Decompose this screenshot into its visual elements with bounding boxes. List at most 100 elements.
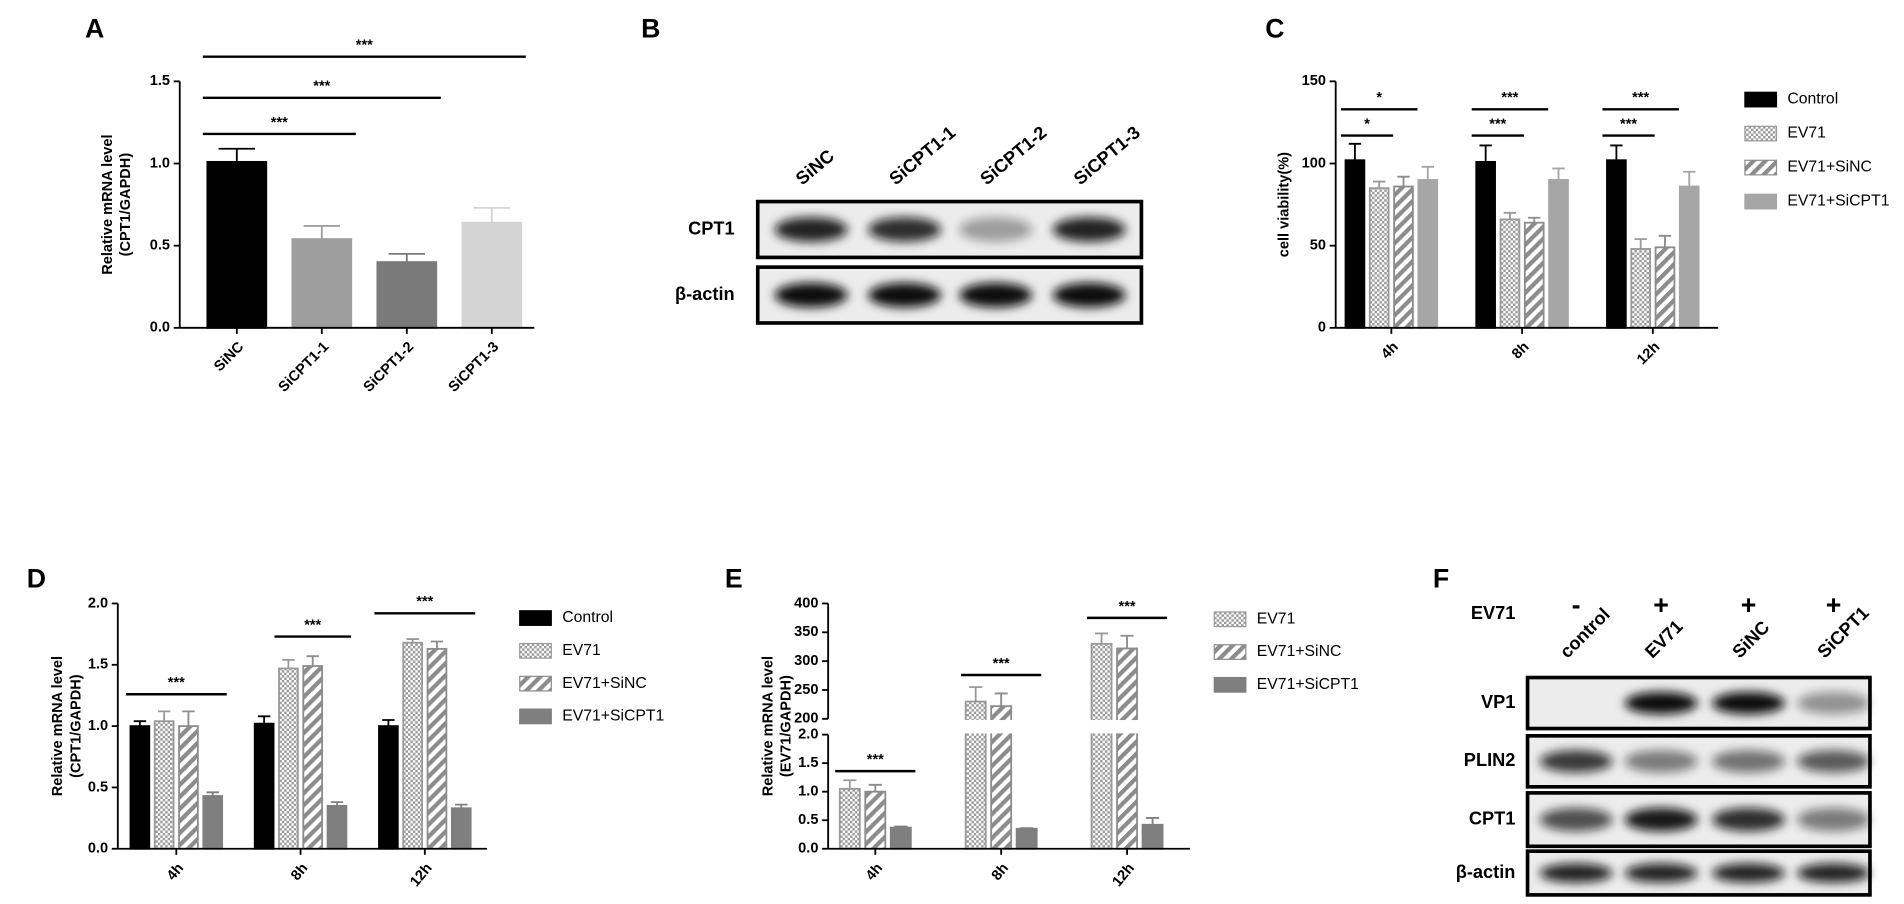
significance-label: *** bbox=[1501, 90, 1518, 106]
error-bar bbox=[282, 658, 295, 669]
significance-label: *** bbox=[1620, 116, 1637, 132]
treatment-sign: + bbox=[1653, 590, 1669, 620]
significance-label: *** bbox=[993, 656, 1010, 672]
error-bar bbox=[1373, 180, 1386, 189]
legend-swatch bbox=[1213, 676, 1247, 693]
blot-band bbox=[1797, 863, 1870, 883]
error-bar bbox=[1348, 142, 1362, 161]
error-bar bbox=[257, 715, 271, 724]
blot-band bbox=[959, 217, 1033, 242]
y-tick-label: 250 bbox=[794, 682, 818, 698]
x-tick-label: 4h bbox=[863, 861, 886, 884]
legend-label: EV71 bbox=[1787, 125, 1826, 142]
error-bar bbox=[1120, 634, 1134, 649]
bar bbox=[426, 647, 448, 850]
legend-label: EV71+SiCPT1 bbox=[562, 708, 664, 725]
x-tick-label: 8h bbox=[288, 861, 311, 884]
bar bbox=[1417, 179, 1439, 329]
y-tick-label: 400 bbox=[794, 595, 818, 611]
significance-label: * bbox=[1364, 116, 1370, 132]
y-axis-title: (CPT1/GAPDH) bbox=[68, 674, 84, 778]
legend-swatch bbox=[1744, 125, 1778, 142]
bar bbox=[889, 826, 912, 850]
lane-label: control bbox=[1556, 604, 1614, 662]
lane-label: SiCPT1 bbox=[1813, 603, 1872, 662]
bar bbox=[278, 667, 299, 850]
blot-band bbox=[1712, 807, 1785, 832]
bar bbox=[838, 787, 861, 850]
error-bar bbox=[430, 640, 444, 649]
lane-label: SiNC bbox=[792, 146, 838, 189]
significance-label: *** bbox=[304, 618, 321, 634]
y-tick-label: 1.5 bbox=[88, 657, 108, 673]
row-label: CPT1 bbox=[688, 218, 735, 238]
blot-band bbox=[1539, 807, 1613, 832]
y-tick-label: 2.0 bbox=[88, 595, 108, 611]
row-label: CPT1 bbox=[1469, 808, 1516, 828]
bar bbox=[302, 665, 324, 850]
y-axis-title: cell viability(%) bbox=[1277, 152, 1293, 257]
bar bbox=[1523, 221, 1545, 329]
significance-label: *** bbox=[416, 594, 433, 610]
error-bar bbox=[1397, 175, 1410, 187]
blot-band bbox=[959, 282, 1033, 308]
error-bar bbox=[1610, 144, 1623, 161]
error-bar bbox=[218, 147, 256, 162]
blot-band bbox=[1539, 863, 1613, 883]
error-bar bbox=[1145, 817, 1160, 825]
bar bbox=[378, 725, 399, 850]
legend-swatch bbox=[519, 675, 552, 692]
legend-label: EV71+SiNC bbox=[1787, 159, 1872, 176]
blot-band bbox=[1797, 807, 1870, 832]
error-bar bbox=[1683, 170, 1696, 187]
bar bbox=[202, 795, 224, 850]
y-tick-label: 0.0 bbox=[150, 320, 170, 336]
blot-band bbox=[1539, 750, 1613, 773]
row-label: β-actin bbox=[1456, 862, 1516, 882]
bar bbox=[1090, 642, 1113, 850]
x-tick-label: SiNC bbox=[211, 339, 247, 375]
y-axis-title: Relative mRNA level bbox=[50, 656, 66, 796]
blot-band bbox=[1624, 863, 1698, 883]
panel-label: B bbox=[641, 13, 660, 43]
y-tick-label: 1.0 bbox=[150, 155, 170, 171]
bar bbox=[1606, 159, 1627, 329]
legend-label: EV71 bbox=[1257, 610, 1296, 627]
error-bar bbox=[1503, 211, 1517, 220]
y-tick-label: 2.0 bbox=[798, 726, 818, 742]
x-tick-label: 4h bbox=[1378, 339, 1401, 362]
blot-band bbox=[1797, 691, 1870, 715]
y-tick-label: 0.5 bbox=[798, 812, 818, 828]
blot-band bbox=[1052, 217, 1126, 242]
legend-label: EV71+SiCPT1 bbox=[1787, 193, 1889, 210]
blot-band bbox=[868, 282, 942, 308]
bar bbox=[1678, 185, 1700, 329]
bar bbox=[326, 804, 348, 850]
significance-label: *** bbox=[867, 752, 884, 768]
y-tick-label: 0.5 bbox=[88, 779, 108, 795]
bar bbox=[864, 790, 887, 850]
legend-swatch bbox=[1213, 644, 1247, 660]
significance-label: *** bbox=[271, 115, 288, 131]
panel-label: F bbox=[1433, 563, 1449, 593]
blot-band bbox=[1624, 807, 1698, 832]
x-tick-label: 8h bbox=[1509, 339, 1532, 362]
y-tick-label: 50 bbox=[1310, 238, 1326, 254]
bar bbox=[253, 722, 275, 850]
lane-label: SiCPT1-2 bbox=[976, 122, 1050, 189]
bar bbox=[291, 238, 353, 329]
y-tick-label: 300 bbox=[794, 653, 818, 669]
bar bbox=[1116, 647, 1138, 850]
legend-swatch bbox=[519, 642, 552, 659]
x-tick-label: SiCPT1-3 bbox=[446, 339, 503, 396]
panel-label: A bbox=[85, 13, 104, 43]
error-bar bbox=[1479, 144, 1492, 162]
bar bbox=[206, 160, 268, 329]
blot-band bbox=[1624, 750, 1698, 773]
legend-swatch bbox=[1213, 611, 1247, 628]
bar bbox=[402, 641, 423, 850]
y-tick-label: 1.5 bbox=[798, 755, 818, 771]
bar bbox=[129, 725, 151, 850]
y-tick-label: 1.0 bbox=[88, 718, 108, 734]
legend-swatch bbox=[519, 610, 552, 626]
